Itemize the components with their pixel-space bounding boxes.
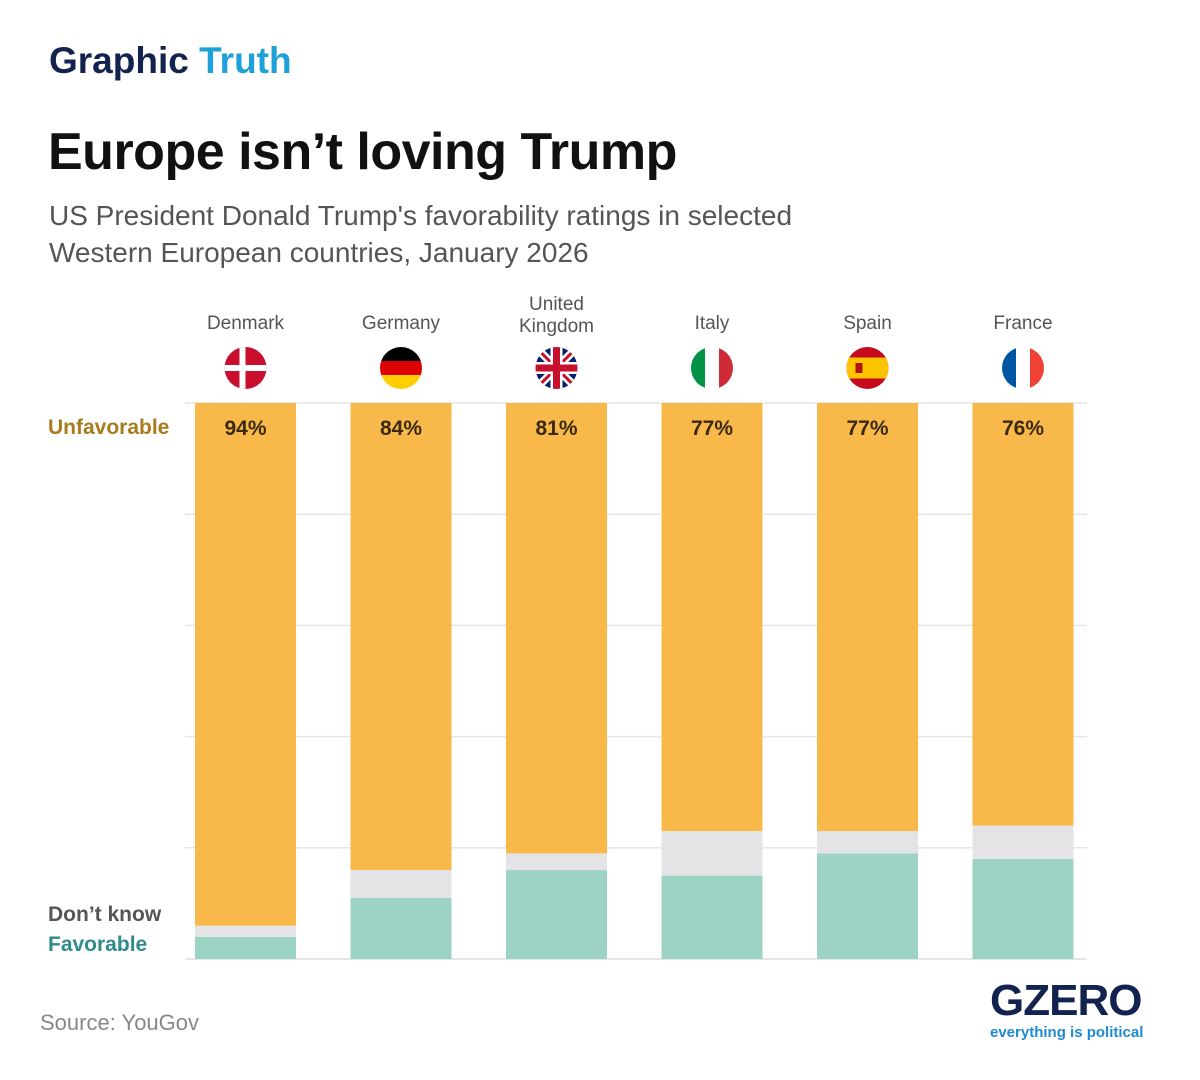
legend-label: Favorable xyxy=(48,933,147,956)
source-note: Source: YouGov xyxy=(40,1010,200,1035)
data-label: 76% xyxy=(1002,417,1044,440)
legend-label: Unfavorable xyxy=(48,416,169,439)
category-label: United xyxy=(529,294,584,315)
bar-don-t-know-spain xyxy=(817,831,918,854)
germany-flag-icon xyxy=(380,347,422,389)
category-label: Denmark xyxy=(207,313,285,334)
gzero-logo: GZERO everything is political xyxy=(990,976,1144,1042)
bar-don-t-know-germany xyxy=(350,870,452,898)
chart-title: Europe isn’t loving Trump xyxy=(48,123,677,181)
brand-header: Graphic Truth xyxy=(49,40,292,82)
bar-unfavorable-spain xyxy=(817,403,918,832)
bar-favorable-germany xyxy=(350,897,452,959)
brand-graphic: Graphic xyxy=(49,40,189,81)
france-flag-icon xyxy=(1002,347,1044,389)
denmark-flag-icon xyxy=(224,347,267,389)
category-label: Germany xyxy=(362,313,441,334)
bar-don-t-know-denmark xyxy=(195,925,296,937)
logo-name: GZERO xyxy=(990,976,1142,1025)
bar-don-t-know-italy xyxy=(661,831,763,876)
chart-subtitle: US President Donald Trump's favorability… xyxy=(49,200,793,268)
bar-unfavorable-france xyxy=(972,403,1074,826)
data-label: 84% xyxy=(380,417,422,440)
uk-flag-icon xyxy=(535,347,578,389)
bar-favorable-denmark xyxy=(195,936,296,959)
legend-label: Don’t know xyxy=(48,903,162,926)
bar-favorable-france xyxy=(972,858,1074,959)
bar-favorable-italy xyxy=(661,875,763,959)
bar-unfavorable-united-kingdom xyxy=(506,403,607,854)
spain-flag-icon xyxy=(846,347,889,389)
bar-unfavorable-italy xyxy=(661,403,763,832)
brand-truth: Truth xyxy=(199,40,292,81)
bar-favorable-united-kingdom xyxy=(506,870,607,959)
category-label: France xyxy=(993,313,1052,334)
bar-don-t-know-france xyxy=(972,825,1074,859)
data-label: 77% xyxy=(691,417,733,440)
data-label: 77% xyxy=(846,417,888,440)
category-label: Kingdom xyxy=(519,316,594,337)
italy-flag-icon xyxy=(691,347,733,389)
bar-unfavorable-germany xyxy=(350,403,452,871)
logo-tagline: everything is political xyxy=(990,1024,1144,1041)
bar-don-t-know-united-kingdom xyxy=(506,853,607,871)
bar-unfavorable-denmark xyxy=(195,403,296,926)
data-label: 94% xyxy=(224,417,266,440)
data-label: 81% xyxy=(535,417,577,440)
bar-favorable-spain xyxy=(817,853,918,959)
category-label: Spain xyxy=(843,313,892,334)
category-label: Italy xyxy=(695,313,730,334)
